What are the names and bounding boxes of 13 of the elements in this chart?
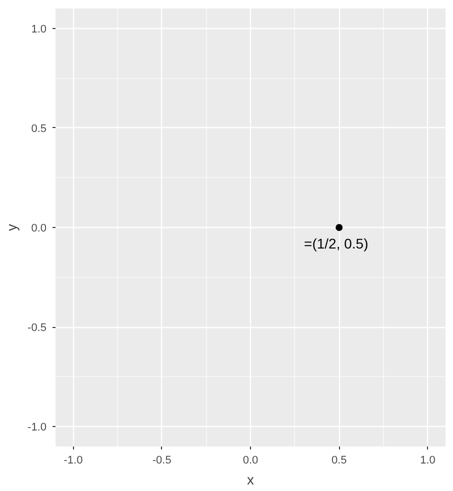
x-tick-label: 1.0: [420, 454, 436, 466]
y-tick-label: 1.0: [31, 23, 47, 36]
y-tick-label: -0.5: [28, 322, 47, 334]
x-tick-label: 0.0: [242, 454, 258, 466]
x-tick-label: 0.5: [331, 454, 347, 466]
x-tick-label: -1.0: [64, 454, 83, 466]
y-axis-title: y: [4, 224, 20, 231]
annotation: =(1/2, 0.5): [304, 236, 368, 252]
x-axis-title: x: [247, 472, 254, 488]
y-tick-label: 0.0: [31, 222, 47, 234]
y-tick-label: 0.5: [31, 122, 47, 135]
x-tick-label: -0.5: [152, 454, 172, 466]
y-tick-label: -1.0: [28, 422, 47, 434]
